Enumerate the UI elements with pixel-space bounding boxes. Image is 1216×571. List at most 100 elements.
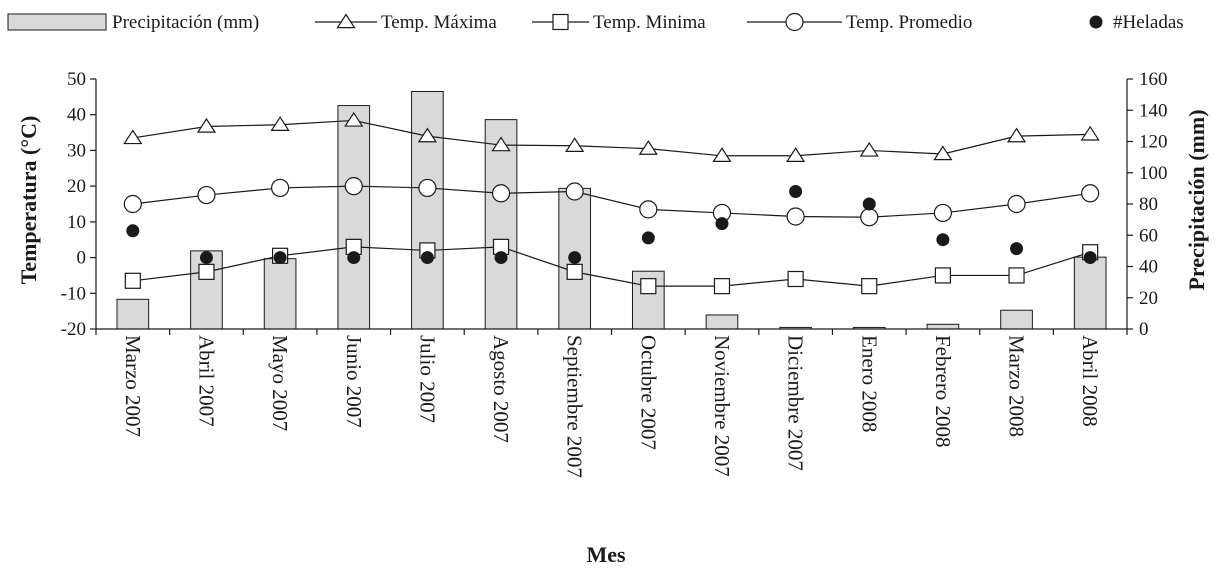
series-point	[418, 178, 437, 198]
heladas-point	[568, 251, 582, 265]
y-right-tick-label: 160	[1139, 69, 1168, 90]
x-axis-title: Mes	[586, 542, 626, 567]
x-tick-label: Marzo 2007	[121, 335, 145, 437]
y-right-tick-label: 120	[1139, 132, 1168, 153]
series-line	[132, 246, 1091, 287]
series-point	[123, 129, 143, 145]
series-point	[638, 140, 658, 155]
heladas-point	[641, 231, 655, 245]
x-tick-label: Septiembre 2007	[563, 335, 587, 478]
series-point	[566, 263, 583, 280]
y-left-tick-label: -20	[61, 319, 86, 340]
series-line	[132, 185, 1091, 218]
precip-bar	[484, 119, 518, 330]
series-point	[712, 147, 732, 163]
y-right-tick-label: 80	[1139, 194, 1158, 215]
heladas-point	[862, 197, 876, 211]
heladas-point	[936, 233, 950, 247]
heladas-point	[347, 251, 361, 265]
precip-bar	[411, 91, 444, 330]
y-left-tick-label: 10	[67, 212, 86, 233]
series-point	[196, 117, 217, 133]
precip-bar	[705, 314, 739, 330]
series-point	[491, 184, 511, 203]
heladas-point	[789, 185, 803, 198]
heladas-point	[126, 224, 140, 238]
precip-bar	[116, 298, 150, 330]
y-left-tick-label: -10	[61, 283, 86, 304]
legend-label: #Heladas	[1113, 12, 1184, 33]
y-right-tick-label: 0	[1139, 319, 1149, 340]
heladas-point	[273, 251, 287, 265]
x-tick-label: Octubre 2007	[636, 335, 660, 450]
series-point	[1006, 127, 1027, 143]
series-point	[198, 263, 215, 280]
series-point	[859, 141, 879, 157]
x-tick-label: Mayo 2007	[268, 335, 292, 431]
x-tick-label: Enero 2008	[857, 335, 881, 432]
heladas-point	[1010, 242, 1024, 256]
series-point	[344, 111, 364, 127]
x-tick-label: Noviembre 2007	[710, 335, 734, 477]
precip-bar	[263, 258, 297, 330]
y-left-tick-label: 20	[67, 176, 86, 197]
heladas-point	[420, 251, 434, 265]
y-axis-right-title: Precipitación (mm)	[1184, 109, 1209, 290]
legend-label: Precipitación (mm)	[112, 12, 259, 33]
series-point	[713, 278, 731, 295]
y-left-tick-label: 0	[77, 248, 87, 269]
x-tick-label: Diciembre 2007	[784, 335, 808, 471]
y-right-tick-label: 100	[1139, 163, 1168, 184]
series-point	[1080, 125, 1100, 141]
series-point	[124, 272, 141, 289]
precip-bar	[1000, 309, 1033, 330]
precip-bar	[337, 105, 371, 330]
legend-label: Temp. Máxima	[381, 12, 497, 33]
series-point	[270, 116, 290, 131]
series-point	[933, 145, 953, 161]
series-point	[344, 177, 363, 196]
series-point	[565, 182, 584, 201]
series-point	[491, 136, 511, 152]
heladas-point	[1083, 251, 1097, 265]
series-point	[417, 127, 437, 143]
legend: Precipitación (mm) Temp. Máxima Temp. Mini…	[7, 12, 1184, 33]
y-left-tick-label: 30	[67, 140, 86, 161]
series-point	[934, 267, 951, 284]
x-tick-label: Abril 2007	[194, 335, 218, 427]
legend-marker	[552, 13, 569, 31]
axes: -20 -10 0 10 20 30 40 50 0 20 40 60 80 100 120 140 160 Ma…	[61, 69, 1168, 478]
legend-marker	[785, 12, 804, 32]
precip-bar	[926, 323, 960, 330]
y-right-tick-label: 60	[1139, 225, 1158, 246]
series-point	[565, 137, 585, 153]
y-right-tick-label: 140	[1139, 100, 1168, 121]
series-point	[1081, 184, 1100, 203]
x-tick-label: Abril 2008	[1078, 335, 1102, 427]
series-point	[639, 200, 658, 219]
temperature-lines	[123, 111, 1100, 295]
x-tick-label: Febrero 2008	[931, 335, 955, 448]
y-left-tick-label: 50	[67, 69, 86, 90]
y-right-tick-label: 40	[1139, 257, 1158, 278]
heladas-point	[715, 217, 729, 231]
series-point	[786, 207, 805, 226]
series-point	[860, 208, 879, 227]
x-tick-label: Junio 2007	[342, 335, 366, 428]
legend-marker	[1089, 15, 1103, 29]
series-point	[787, 270, 804, 288]
series-point	[271, 178, 290, 198]
y-left-tick-label: 40	[67, 105, 86, 126]
x-tick-label: Marzo 2008	[1005, 335, 1029, 437]
heladas-point	[199, 251, 213, 265]
y-right-tick-label: 20	[1139, 288, 1158, 309]
precip-bar	[1073, 256, 1107, 330]
series-point	[786, 147, 806, 163]
series-line	[132, 119, 1091, 157]
x-tick-label: Agosto 2007	[489, 335, 513, 443]
legend-label: Temp. Minima	[593, 12, 706, 33]
heladas-point	[494, 251, 508, 265]
series-point	[861, 278, 878, 295]
legend-label: Temp. Promedio	[846, 12, 972, 33]
